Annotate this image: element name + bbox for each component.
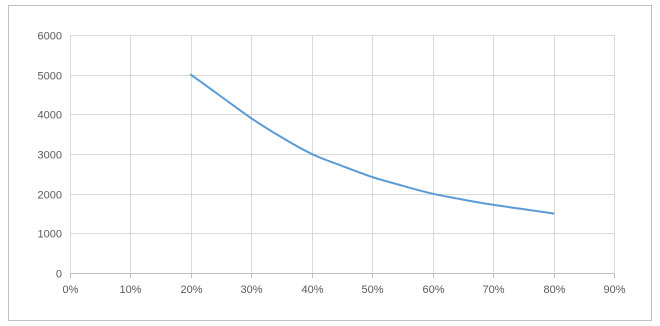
y-tick-label: 2000 (38, 190, 62, 202)
x-tick-label: 0% (63, 284, 79, 296)
chart-container: 0 1000 2000 3000 4000 5000 6000 0% 10% 20% 30% 40% 5… (8, 5, 652, 321)
x-tick-label: 10% (119, 284, 141, 296)
x-tick-label: 50% (361, 284, 383, 296)
y-tick-label: 5000 (38, 71, 62, 83)
x-tick-label: 70% (482, 284, 504, 296)
x-tick-label: 80% (543, 284, 565, 296)
line-chart: 0 1000 2000 3000 4000 5000 6000 0% 10% 20% 30% 40% 5… (38, 31, 626, 297)
x-tick-label: 20% (180, 284, 202, 296)
y-tick-label: 0 (56, 269, 62, 281)
y-tick-label: 3000 (38, 150, 62, 162)
x-tick-label: 30% (240, 284, 262, 296)
tick-labels: 0 1000 2000 3000 4000 5000 6000 0% 10% 20% 30% 40% 5… (38, 31, 626, 297)
axes (70, 273, 615, 278)
gridlines (70, 35, 615, 273)
x-tick-label: 60% (422, 284, 444, 296)
x-tick-label: 90% (603, 284, 625, 296)
y-tick-label: 6000 (38, 31, 62, 43)
series-line (189, 73, 555, 215)
series-layer (189, 73, 555, 215)
y-tick-label: 1000 (38, 229, 62, 241)
y-tick-label: 4000 (38, 110, 62, 122)
x-tick-label: 40% (301, 284, 323, 296)
